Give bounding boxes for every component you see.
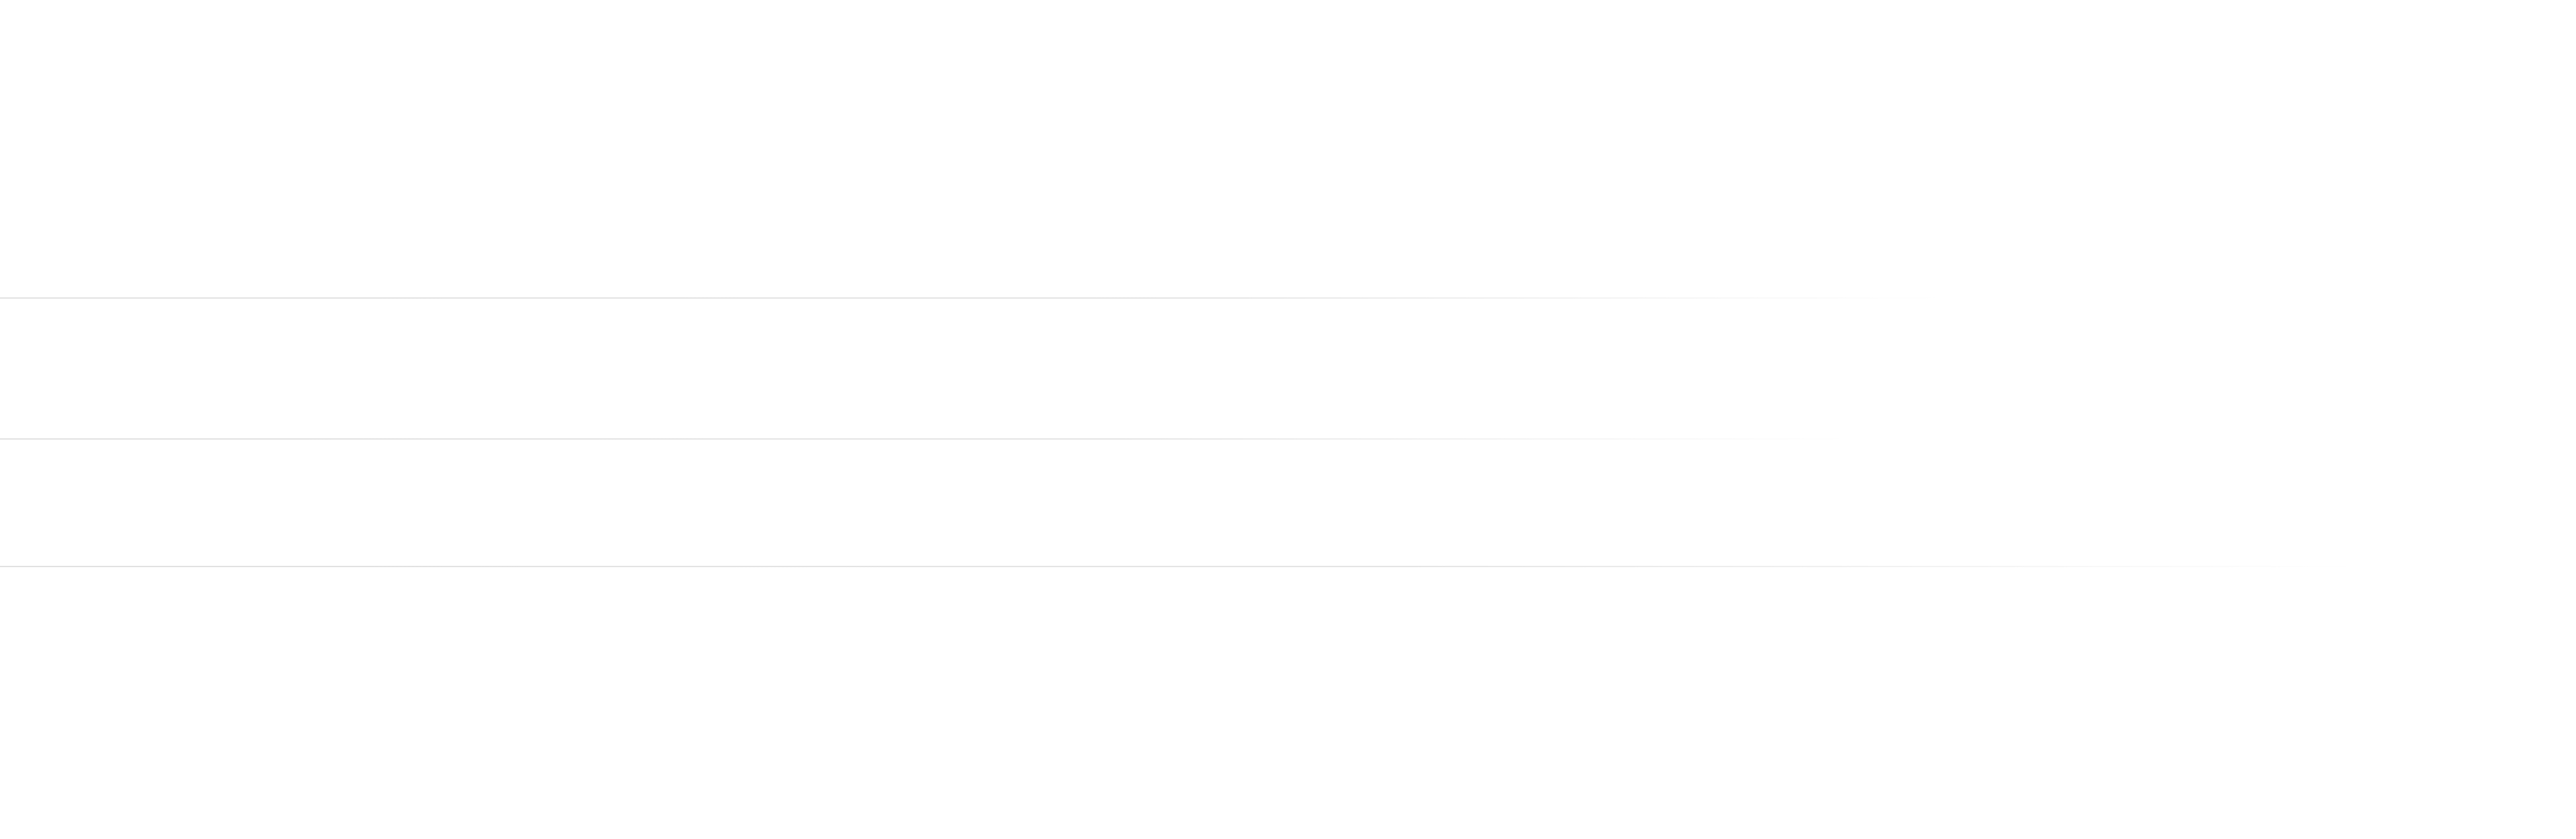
horizontal-grid-lines <box>0 297 2363 567</box>
vertical-grid-lines <box>243 164 1325 762</box>
